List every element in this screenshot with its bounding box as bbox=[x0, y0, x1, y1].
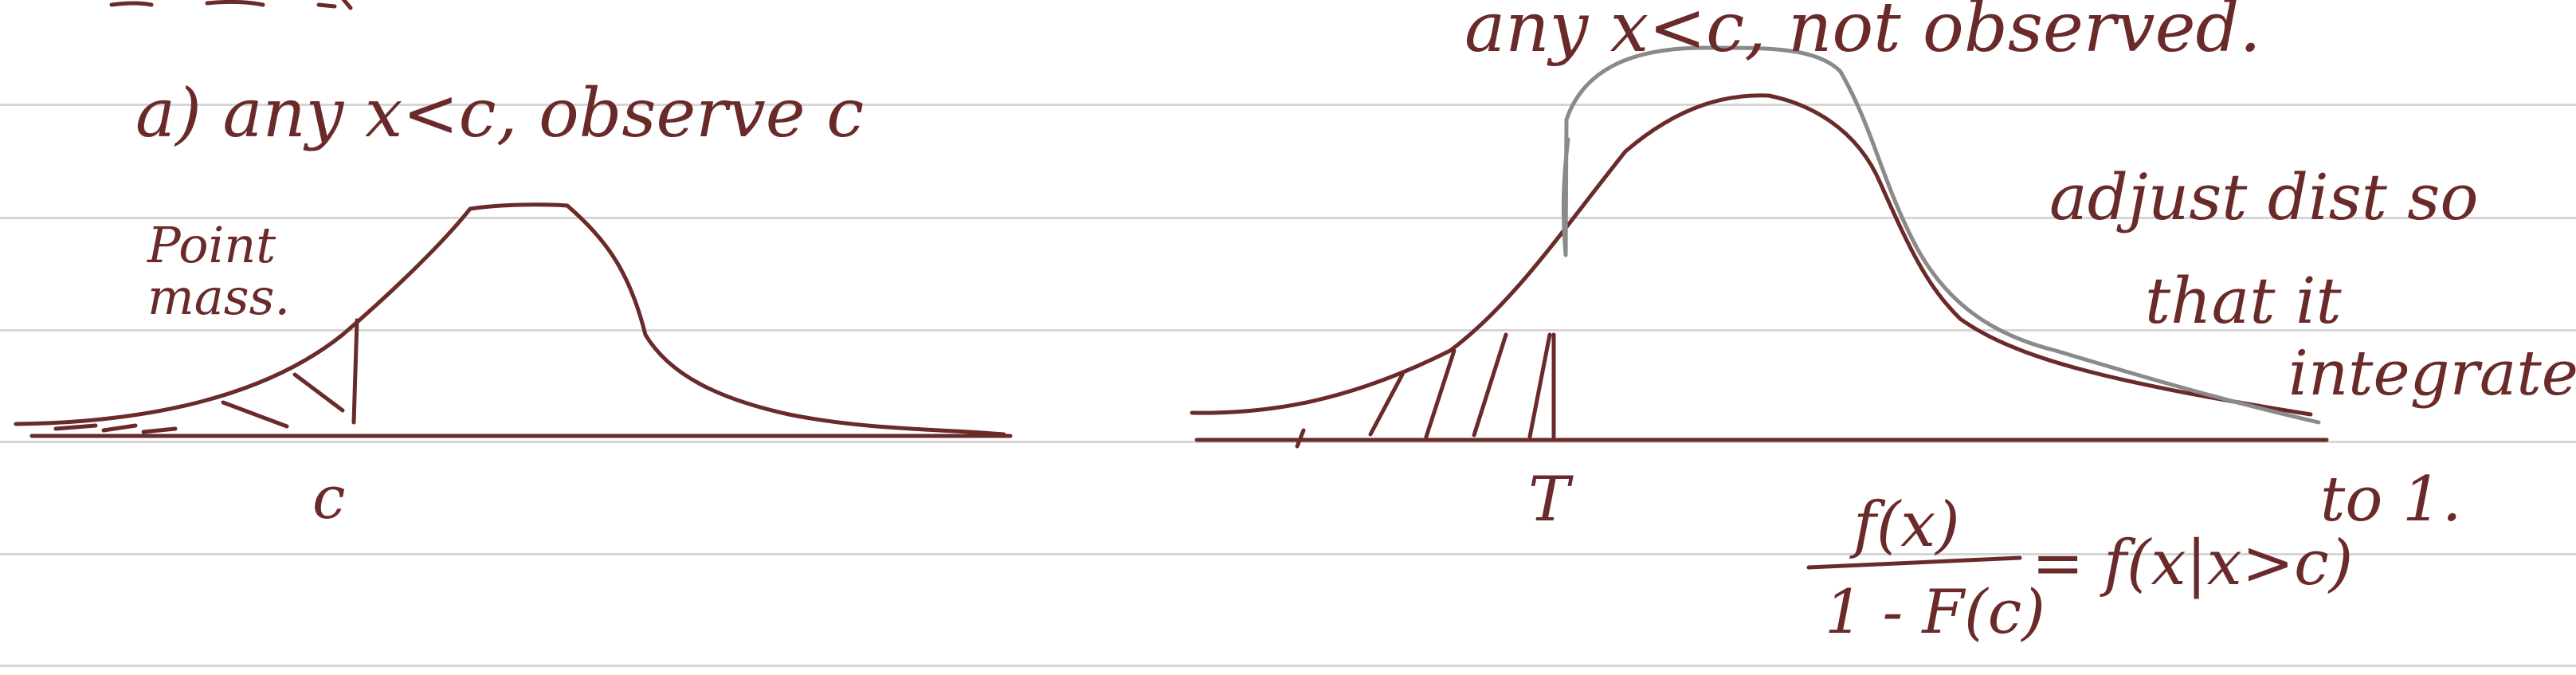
right-axis-label-t: T bbox=[1528, 464, 1570, 536]
formula-fraction-bar bbox=[1806, 555, 2022, 570]
ruled-line bbox=[0, 665, 2576, 667]
right-hatch bbox=[1295, 332, 1552, 449]
formula-denominator: 1 - F(c) bbox=[1825, 576, 2045, 647]
ruled-line bbox=[0, 217, 2576, 219]
ruled-line bbox=[0, 104, 2576, 106]
ruled-line bbox=[0, 553, 2576, 555]
right-density-curve bbox=[1190, 93, 2313, 417]
formula-numerator: f(x) bbox=[1853, 489, 1960, 561]
point-mass-label: Point mass. bbox=[147, 216, 291, 327]
adjust-note-line-2: that it bbox=[2145, 264, 2342, 338]
left-density-curve bbox=[14, 202, 1006, 437]
left-heading: a) any x<c, observe c bbox=[135, 74, 865, 152]
adjusted-density-curve bbox=[1561, 45, 2321, 425]
left-cutoff-line bbox=[351, 318, 359, 425]
adjust-note-line-3: integrate bbox=[2288, 338, 2576, 410]
right-heading: any x<c, not observed. bbox=[1464, 0, 2261, 68]
left-axis-label-c: c bbox=[312, 464, 346, 532]
scribble-top-left bbox=[109, 0, 353, 10]
left-hatch bbox=[53, 372, 345, 434]
adjust-note-line-4: to 1. bbox=[2320, 464, 2462, 536]
formula-rhs: = f(x|x>c) bbox=[2032, 528, 2354, 599]
ruled-line bbox=[0, 329, 2576, 332]
adjust-note-line-1: adjust dist so bbox=[2049, 160, 2479, 234]
